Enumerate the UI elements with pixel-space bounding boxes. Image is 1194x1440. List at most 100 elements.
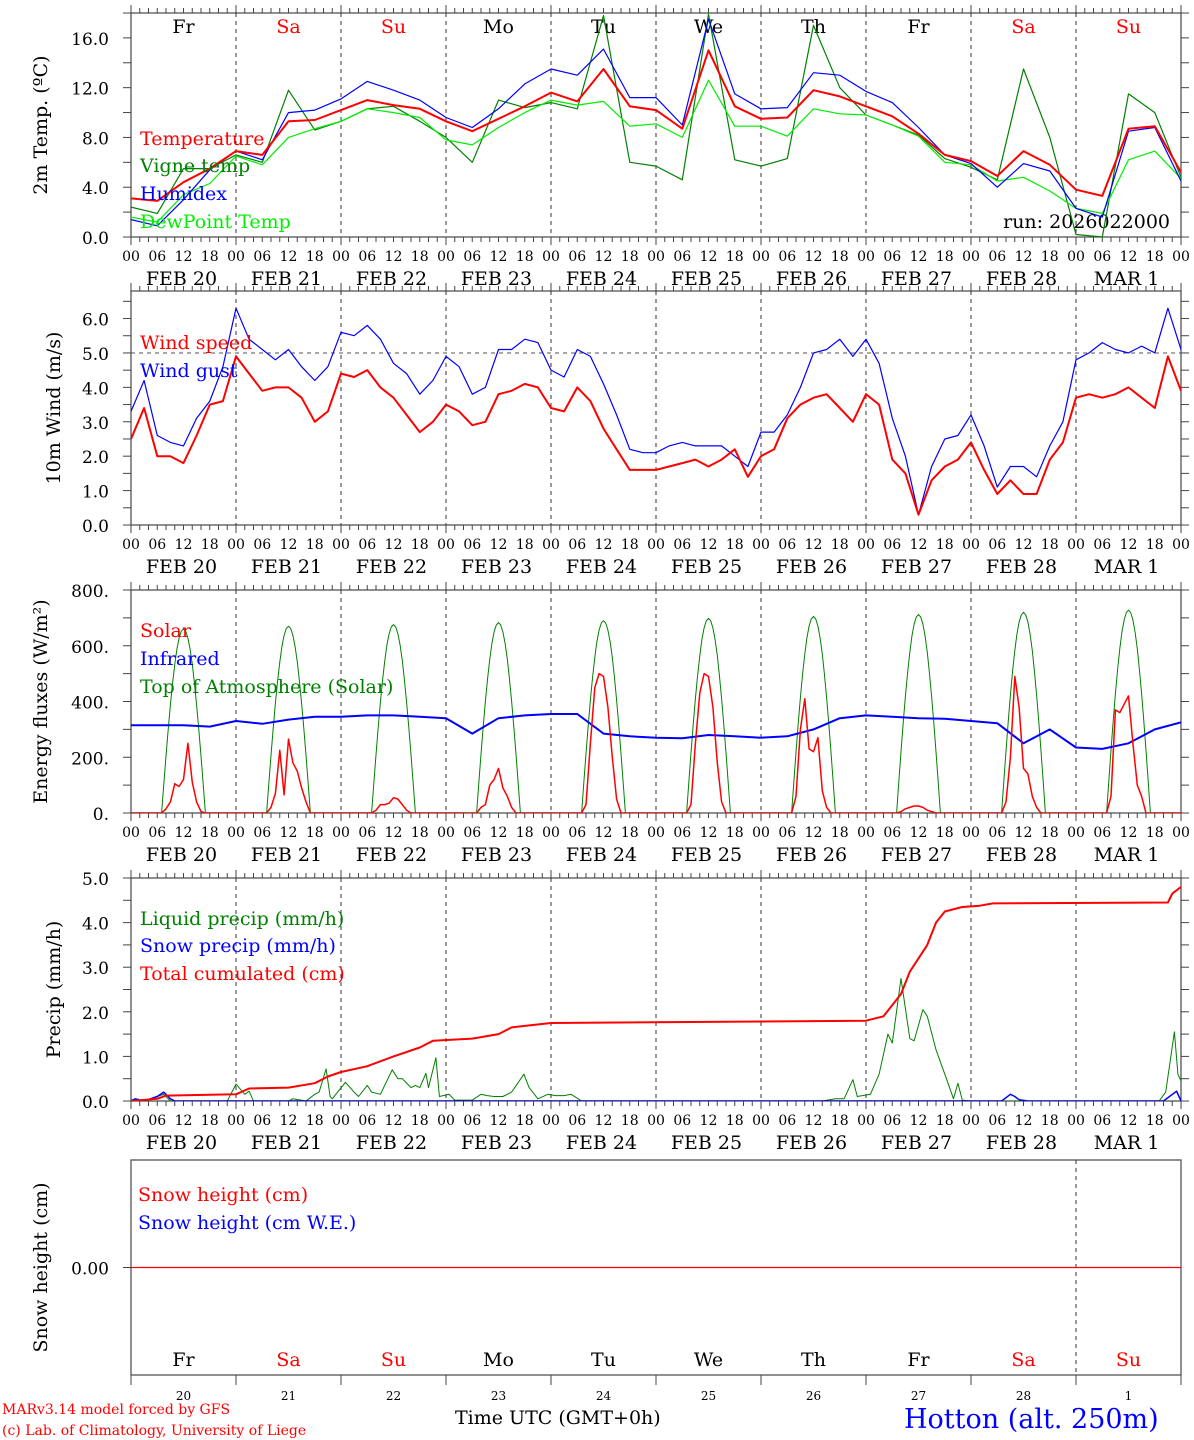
series-line-total-cumulated-cm [131, 886, 1181, 1101]
hour-tick-label: 12 [1120, 537, 1138, 553]
hour-tick-label: 18 [831, 1113, 849, 1129]
legend-entry: Total cumulated (cm) [140, 963, 345, 985]
hour-tick-label: 00 [1172, 825, 1190, 841]
day-name-label: Tu [591, 1349, 616, 1371]
hour-tick-label: 06 [883, 825, 901, 841]
legend-entry: Vigne temp [139, 155, 250, 177]
series-line-wind-speed [131, 355, 1181, 516]
hour-tick-label: 00 [1067, 1113, 1085, 1129]
date-label: FEB 25 [671, 1132, 742, 1154]
hour-tick-label: 18 [516, 249, 534, 265]
hour-tick-label: 18 [726, 537, 744, 553]
date-label: FEB 21 [251, 1132, 322, 1154]
y-tick-label: 6.0 [82, 311, 109, 331]
hour-tick-label: 18 [621, 249, 639, 265]
hour-tick-label: 12 [280, 249, 298, 265]
date-label: FEB 21 [251, 844, 322, 866]
hour-tick-label: 00 [752, 825, 770, 841]
date-label: FEB 24 [566, 268, 637, 290]
series-group [131, 609, 1181, 813]
y-tick-label: 1.0 [82, 483, 109, 503]
panel-4: 00 06 12 18 FEB 20 00 06 12 18 FEB 21 00 06 12 18 FEB … [43, 870, 1190, 1154]
hour-tick-label: 18 [411, 1113, 429, 1129]
legend-entry: Humidex [140, 183, 227, 205]
hour-tick-label: 12 [280, 537, 298, 553]
date-label: FEB 27 [881, 1132, 952, 1154]
hour-tick-label: 12 [910, 249, 928, 265]
date-label: FEB 22 [356, 268, 427, 290]
hour-tick-label: 18 [306, 249, 324, 265]
legend-entry: Snow precip (mm/h) [140, 935, 336, 957]
hour-tick-label: 00 [542, 1113, 560, 1129]
day-name-label: Sa [276, 1349, 300, 1371]
hour-tick-label: 00 [542, 249, 560, 265]
hour-tick-label: 00 [962, 825, 980, 841]
y-tick-label: 4.0 [82, 915, 109, 935]
date-label: FEB 23 [461, 1132, 532, 1154]
hour-tick-label: 06 [568, 1113, 586, 1129]
y-tick-label: 600. [71, 638, 109, 658]
date-label: FEB 26 [776, 556, 847, 578]
hour-tick-label: 18 [1041, 825, 1059, 841]
hour-tick-label: 00 [857, 1113, 875, 1129]
hour-tick-label: 06 [463, 825, 481, 841]
hour-tick-label: 06 [1093, 1113, 1111, 1129]
date-label: FEB 23 [461, 556, 532, 578]
hour-tick-label: 12 [385, 1113, 403, 1129]
hour-tick-label: 00 [437, 537, 455, 553]
legend-entry: Top of Atmosphere (Solar) [140, 676, 393, 698]
hour-tick-label: 12 [490, 1113, 508, 1129]
hour-tick-label: 12 [175, 1113, 193, 1129]
hour-tick-label: 00 [227, 825, 245, 841]
hour-tick-label: 12 [1015, 537, 1033, 553]
day-name-label: Fr [172, 1349, 195, 1371]
date-label: FEB 20 [146, 556, 217, 578]
hour-tick-label: 06 [1093, 825, 1111, 841]
hour-tick-label: 12 [595, 825, 613, 841]
day-number-label: 20 [176, 1389, 191, 1403]
date-label: FEB 24 [566, 844, 637, 866]
date-label: FEB 22 [356, 844, 427, 866]
hour-tick-label: 06 [568, 825, 586, 841]
legend-entry: Wind gust [140, 360, 238, 382]
series-line-wind-gust [131, 307, 1181, 516]
hour-tick-label: 06 [463, 249, 481, 265]
hour-tick-label: 18 [936, 537, 954, 553]
hour-tick-label: 12 [805, 825, 823, 841]
hour-tick-label: 18 [726, 249, 744, 265]
hour-tick-label: 06 [988, 249, 1006, 265]
hour-tick-label: 06 [988, 1113, 1006, 1129]
hour-tick-label: 00 [122, 1113, 140, 1129]
day-name-label: Su [1116, 1349, 1141, 1371]
hour-tick-label: 00 [227, 537, 245, 553]
hour-tick-label: 18 [201, 537, 219, 553]
series-group [131, 13, 1181, 237]
hour-tick-label: 12 [700, 825, 718, 841]
day-name-label: Su [1116, 16, 1141, 38]
day-name-label: Fr [907, 1349, 930, 1371]
hour-tick-label: 06 [148, 249, 166, 265]
day-number-label: 21 [281, 1389, 296, 1403]
hour-tick-label: 12 [700, 537, 718, 553]
hour-tick-label: 00 [647, 537, 665, 553]
hour-tick-label: 18 [201, 1113, 219, 1129]
hour-tick-label: 00 [542, 825, 560, 841]
hour-tick-label: 06 [463, 537, 481, 553]
hour-tick-label: 06 [778, 825, 796, 841]
hour-tick-label: 18 [726, 1113, 744, 1129]
hour-tick-label: 00 [647, 1113, 665, 1129]
hour-tick-label: 00 [857, 249, 875, 265]
hour-tick-label: 00 [752, 249, 770, 265]
hour-tick-label: 18 [411, 249, 429, 265]
hour-tick-label: 00 [437, 1113, 455, 1129]
date-label: FEB 27 [881, 844, 952, 866]
date-label: FEB 20 [146, 268, 217, 290]
hour-tick-label: 00 [1067, 249, 1085, 265]
date-label: FEB 28 [986, 844, 1057, 866]
hour-tick-label: 12 [910, 1113, 928, 1129]
hour-tick-label: 00 [122, 825, 140, 841]
day-name-label: Mo [483, 16, 514, 38]
date-label: MAR 1 [1094, 844, 1160, 866]
hour-tick-label: 00 [1172, 249, 1190, 265]
